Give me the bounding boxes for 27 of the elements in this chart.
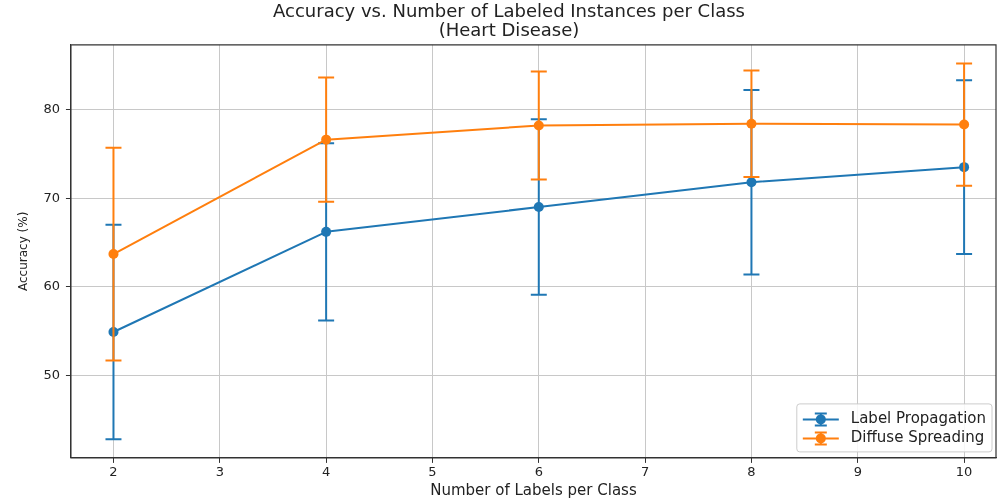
x-tick-label: 10 xyxy=(955,464,973,480)
y-tick-label: 80 xyxy=(43,100,60,116)
point xyxy=(108,249,119,260)
x-tick-label: 7 xyxy=(640,464,650,480)
point xyxy=(321,134,332,145)
legend-label: Label Propagation xyxy=(850,409,987,428)
point xyxy=(533,120,544,131)
x-tick-label: 6 xyxy=(534,464,543,480)
point xyxy=(321,226,332,237)
x-tick-label: 8 xyxy=(747,464,756,480)
x-tick-label: 9 xyxy=(853,464,862,480)
point xyxy=(746,177,757,188)
point xyxy=(533,202,544,213)
x-axis-title: Number of Labels per Class xyxy=(430,480,637,499)
y-tick-label: 50 xyxy=(43,366,60,382)
y-axis-title: Accuracy (%) xyxy=(16,211,31,292)
chart-title: Accuracy vs. Number of Labeled Instances per Class xyxy=(273,0,745,22)
x-tick-label: 5 xyxy=(428,464,437,480)
y-tick-label: 70 xyxy=(43,189,60,205)
point xyxy=(959,119,970,130)
legend-label: Diffuse Spreading xyxy=(850,428,985,447)
y-tick-label: 60 xyxy=(43,278,60,294)
x-tick-label: 4 xyxy=(321,464,331,480)
chart-subtitle: (Heart Disease) xyxy=(438,19,580,41)
point xyxy=(746,118,757,129)
x-tick-label: 3 xyxy=(215,464,224,480)
x-tick-label: 2 xyxy=(109,464,118,480)
